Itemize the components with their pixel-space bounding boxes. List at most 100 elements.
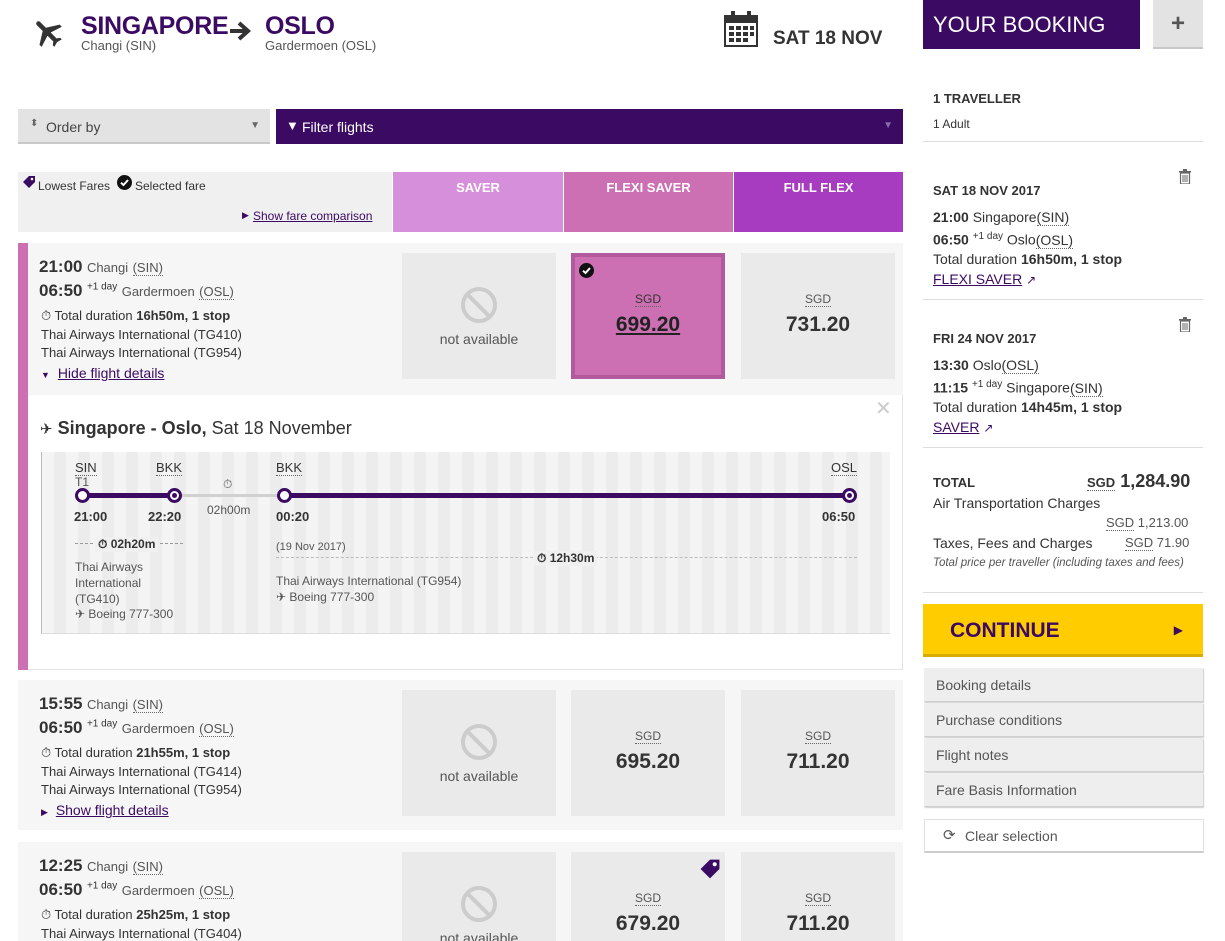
fare-legend: Lowest Fares Selected fare ▶ Show fare c… [18,172,392,232]
not-available-label: not available [439,768,519,784]
arrival-airport: Gardermoen [121,883,195,898]
stopwatch-icon: ⏱ [41,308,52,323]
not-available-icon [461,886,497,922]
arrival-row: 06:50 +1 day Gardermoen (OSL) [39,281,234,301]
hide-flight-details-link[interactable]: Hide flight details [57,365,165,381]
duration-value: 16h50m, 1 stop [136,308,231,323]
arrival-airport: Gardermoen [121,284,195,299]
outbound-fare-link[interactable]: FLEXI SAVER ↗ [933,271,1036,287]
order-by-dropdown[interactable]: ⬍ Order by ▼ [18,109,270,144]
arrival-code: (OSL) [199,284,234,300]
seg1-duration-value: 02h20m [110,537,156,551]
full-flex-fare[interactable]: SGD 711.20 [741,852,895,941]
plane-icon: ✈ [40,421,53,438]
chevron-right-icon: ▶ [1173,623,1183,637]
not-available-icon [461,287,497,323]
show-fare-comparison-link[interactable]: Show fare comparison [253,209,373,223]
stopwatch-icon: ⏱ [223,477,233,491]
arrival-time: 06:50 [39,281,83,300]
currency: SGD [634,292,661,307]
seg1-to-code: BKK [156,460,183,476]
fare-column-full-flex: FULL FLEX [734,172,903,232]
outbound-arr-city: Oslo [1006,231,1036,248]
departure-airport: Changi [86,697,129,712]
seg1-airline-line: Thai Airways [75,560,144,574]
inbound-fare-link[interactable]: SAVER ↗ [933,419,993,435]
outbound-fare-name[interactable]: FLEXI SAVER [933,271,1023,287]
layover-duration: 02h00m [207,503,251,517]
departure-time: 12:25 [39,856,83,875]
inbound-arr-time: 11:15 [933,379,969,396]
plus-day: +1 day [86,880,118,892]
continue-label: CONTINUE [950,619,1060,642]
lowest-fare-tag-icon [23,176,35,188]
details-route: Singapore - Oslo, [57,418,207,438]
outbound-arr-time: 06:50 [933,231,969,248]
taxes-label: Taxes, Fees and Charges [933,535,1093,551]
booking-details-link[interactable]: Booking details [924,668,1203,702]
seg2-aircraft: ✈ Boeing 777-300 [276,590,375,604]
details-heading: ✈ Singapore - Oslo, Sat 18 November [40,418,352,439]
flexi-saver-price: 695.20 [615,750,681,773]
departure-time: 21:00 [39,257,83,276]
arrival-code: (OSL) [199,721,234,737]
full-flex-fare[interactable]: SGD 711.20 [741,690,895,816]
taxes-value: SGD 71.90 [1125,535,1190,551]
airline-2: Thai Airways International (TG954) [41,782,242,797]
clear-selection-button[interactable]: ⟳ Clear selection [924,819,1204,853]
price-note: Total price per traveller (including tax… [933,557,1184,569]
airline-2: Thai Airways International (TG954) [41,345,242,360]
departure-airport: Changi [86,260,129,275]
plane-icon [36,21,62,47]
show-flight-details-link[interactable]: Show flight details [55,802,169,818]
duration-label: Total duration [54,308,133,323]
currency: SGD [1125,535,1154,551]
arrival-row: 06:50 +1 day Gardermoen (OSL) [39,718,234,738]
fare-basis-link[interactable]: Fare Basis Information [924,773,1203,807]
expand-booking-button[interactable]: + [1153,0,1203,49]
trash-icon[interactable] [1179,169,1191,184]
seg2-dep-time: 00:20 [276,509,310,524]
full-flex-price: 711.20 [786,912,850,935]
details-date: Sat 18 November [211,418,352,438]
inbound-date: FRI 24 NOV 2017 [933,331,1037,346]
flight-notes-link[interactable]: Flight notes [924,738,1203,772]
stopwatch-icon: ⏱ [41,907,52,922]
taxes-amount: 71.90 [1156,535,1190,550]
stop-marker [842,488,857,503]
duration-value: 14h45m, 1 stop [1020,399,1123,415]
selected-flight-indicator [18,243,28,670]
hide-flight-details-toggle[interactable]: ▼ Hide flight details [41,365,164,381]
filter-flights-dropdown[interactable]: ▼ Filter flights ▼ [276,109,903,144]
airline-1: Thai Airways International (TG410) [41,327,242,342]
departure-time: 15:55 [39,694,83,713]
lowest-fare-tag-icon [700,859,720,879]
adult-count: 1 Adult [933,117,970,131]
flexi-saver-fare-selected[interactable]: SGD 699.20 [571,253,725,379]
close-details-icon[interactable]: ✕ [875,398,892,420]
flexi-saver-fare[interactable]: SGD 695.20 [571,690,725,816]
show-flight-details-toggle[interactable]: ▶ Show flight details [41,802,169,818]
selected-check-icon [579,263,594,278]
refresh-icon: ⟳ [943,827,956,844]
lowest-fares-label: Lowest Fares [38,179,111,193]
external-link-icon: ↗ [1026,273,1037,287]
full-flex-fare[interactable]: SGD 731.20 [741,253,895,379]
duration-row: ⏱ Total duration 16h50m, 1 stop [41,308,230,324]
calendar-icon [724,11,758,47]
chevron-down-icon: ▼ [250,120,260,131]
purchase-conditions-link[interactable]: Purchase conditions [924,703,1203,737]
seg2-to-code: OSL [831,460,858,476]
continue-button[interactable]: CONTINUE ▶ [923,604,1203,657]
duration-row: ⏱ Total duration 25h25m, 1 stop [41,907,230,923]
outbound-dep-city: Singapore [972,209,1037,225]
flexi-saver-fare[interactable]: SGD 679.20 [571,852,725,941]
inbound-fare-name[interactable]: SAVER [933,419,980,435]
seg2-from-code: BKK [276,460,303,476]
trash-icon[interactable] [1179,317,1191,332]
origin-airport: Changi (SIN) [81,38,157,53]
chevron-right-icon: ▶ [41,807,48,817]
arrow-right-icon [230,21,252,41]
chevron-right-icon: ▶ [242,210,249,220]
seg2-arr-time: 06:50 [822,509,856,524]
